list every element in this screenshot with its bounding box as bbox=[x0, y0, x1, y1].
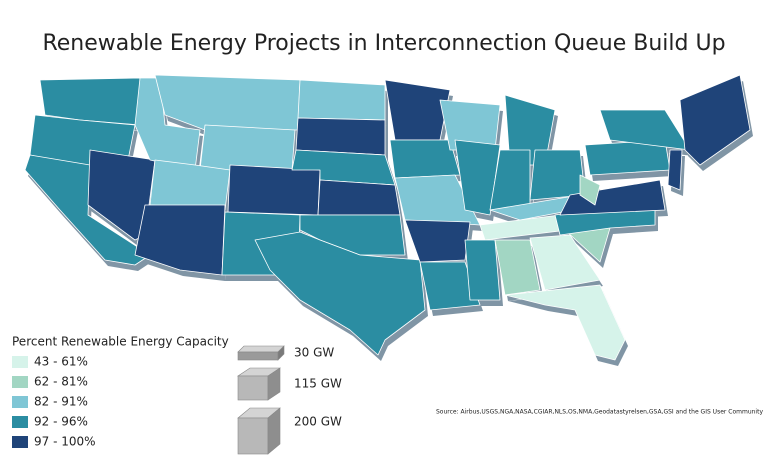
state bbox=[559, 179, 666, 216]
color-legend-title: Percent Renewable Energy Capacity bbox=[12, 335, 229, 349]
state bbox=[404, 219, 471, 263]
size-label: 30 GW bbox=[294, 346, 334, 360]
state bbox=[529, 149, 586, 201]
state bbox=[419, 261, 481, 311]
state bbox=[464, 239, 501, 301]
size-label: 115 GW bbox=[294, 377, 342, 391]
state bbox=[254, 231, 426, 356]
state bbox=[599, 109, 691, 151]
state bbox=[317, 179, 401, 216]
us-map bbox=[24, 74, 753, 366]
states bbox=[24, 74, 751, 361]
state bbox=[494, 239, 541, 296]
legend-label: 97 - 100% bbox=[34, 435, 96, 449]
state bbox=[149, 159, 231, 211]
legend-swatch bbox=[12, 416, 28, 428]
legend-label: 92 - 96% bbox=[34, 415, 88, 429]
size-legend: 30 GW 115 GW 200 GW bbox=[294, 346, 342, 429]
legend-swatch bbox=[12, 376, 28, 388]
state bbox=[454, 139, 501, 216]
legend-label: 82 - 91% bbox=[34, 395, 88, 409]
state bbox=[384, 79, 451, 141]
size-legend-symbols bbox=[237, 345, 285, 455]
state bbox=[199, 124, 296, 171]
state bbox=[667, 149, 683, 191]
size-label: 200 GW bbox=[294, 415, 342, 429]
legend-swatch bbox=[12, 396, 28, 408]
state bbox=[679, 74, 751, 166]
source: Source: Airbus,USGS,NGA,NASA,CGIAR,NLS,O… bbox=[436, 409, 763, 416]
state bbox=[579, 174, 601, 206]
state bbox=[529, 234, 601, 291]
state bbox=[134, 204, 226, 276]
state bbox=[295, 117, 386, 156]
legend-label: 43 - 61% bbox=[34, 355, 88, 369]
legend-swatch bbox=[12, 436, 28, 448]
title: Renewable Energy Projects in Interconnec… bbox=[42, 31, 725, 56]
legend-swatch bbox=[12, 356, 28, 368]
color-legend: 43 - 61% 62 - 81% 82 - 91% 92 - 96% 97 - 100… bbox=[12, 355, 96, 449]
state bbox=[297, 79, 386, 121]
state bbox=[504, 284, 626, 361]
state bbox=[227, 164, 321, 216]
legend-label: 62 - 81% bbox=[34, 375, 88, 389]
